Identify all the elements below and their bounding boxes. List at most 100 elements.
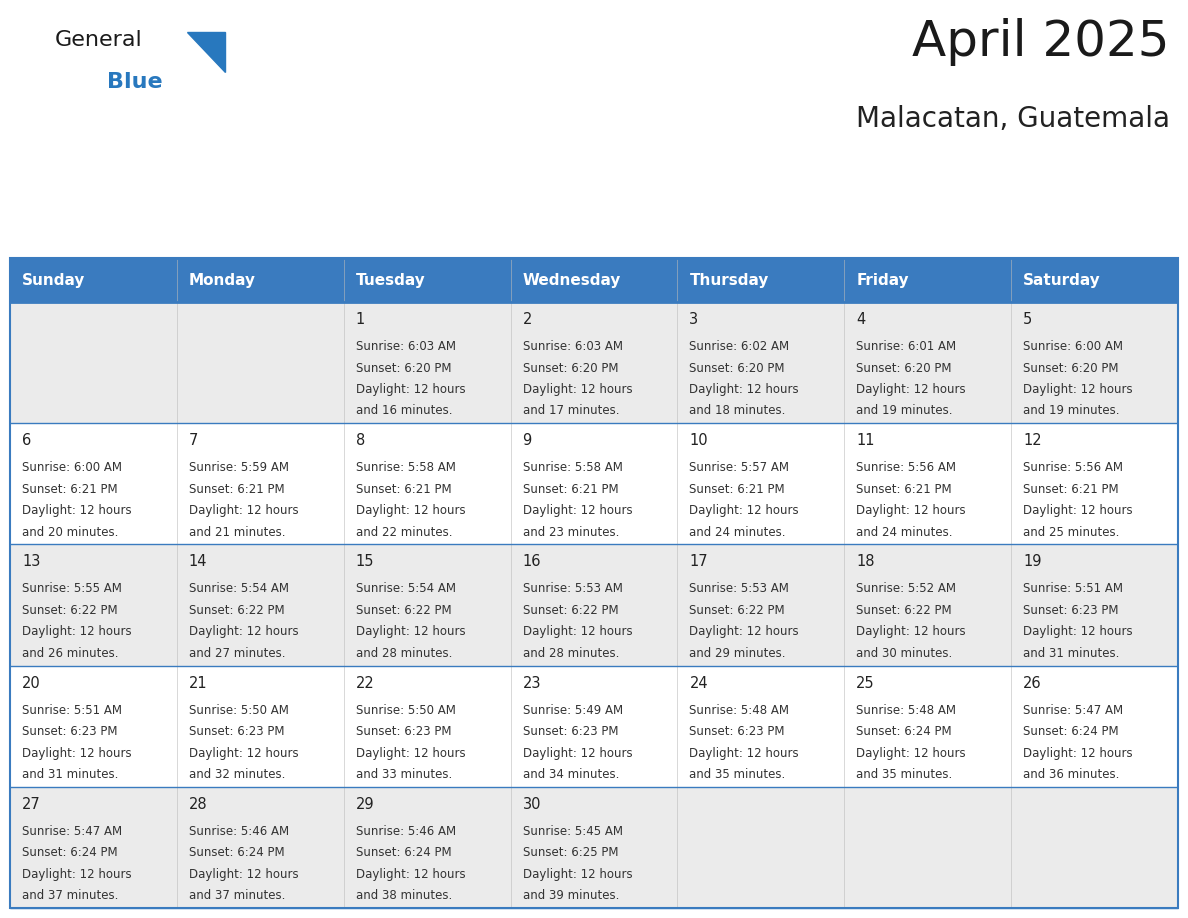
Text: 29: 29 [355, 797, 374, 812]
Text: Daylight: 12 hours: Daylight: 12 hours [1023, 504, 1133, 517]
Text: Sunset: 6:22 PM: Sunset: 6:22 PM [523, 604, 618, 617]
Text: 16: 16 [523, 554, 541, 569]
Text: Daylight: 12 hours: Daylight: 12 hours [355, 383, 466, 396]
Text: 10: 10 [689, 433, 708, 448]
Text: Daylight: 12 hours: Daylight: 12 hours [189, 746, 298, 759]
Text: Sunset: 6:20 PM: Sunset: 6:20 PM [689, 362, 785, 375]
Text: Sunrise: 5:46 AM: Sunrise: 5:46 AM [355, 824, 456, 838]
Text: Sunset: 6:21 PM: Sunset: 6:21 PM [189, 483, 284, 496]
Text: Sunrise: 5:45 AM: Sunrise: 5:45 AM [523, 824, 623, 838]
Text: Daylight: 12 hours: Daylight: 12 hours [689, 383, 800, 396]
Bar [10, 544, 1178, 666]
Text: Sunrise: 5:48 AM: Sunrise: 5:48 AM [857, 703, 956, 717]
Text: and 35 minutes.: and 35 minutes. [689, 768, 785, 781]
Text: 6: 6 [23, 433, 31, 448]
Text: Daylight: 12 hours: Daylight: 12 hours [1023, 746, 1133, 759]
Text: and 17 minutes.: and 17 minutes. [523, 405, 619, 418]
Text: 18: 18 [857, 554, 874, 569]
Text: Sunset: 6:23 PM: Sunset: 6:23 PM [1023, 604, 1119, 617]
Text: Saturday: Saturday [1023, 273, 1101, 287]
Text: Daylight: 12 hours: Daylight: 12 hours [523, 868, 632, 880]
Text: Sunset: 6:24 PM: Sunset: 6:24 PM [23, 846, 118, 859]
Text: Daylight: 12 hours: Daylight: 12 hours [23, 625, 132, 638]
Text: Sunrise: 5:55 AM: Sunrise: 5:55 AM [23, 582, 122, 596]
Text: 15: 15 [355, 554, 374, 569]
Text: Sunrise: 5:47 AM: Sunrise: 5:47 AM [23, 824, 122, 838]
Text: Sunrise: 6:03 AM: Sunrise: 6:03 AM [355, 340, 456, 353]
Text: Sunset: 6:22 PM: Sunset: 6:22 PM [189, 604, 284, 617]
Text: Friday: Friday [857, 273, 909, 287]
Text: Daylight: 12 hours: Daylight: 12 hours [1023, 625, 1133, 638]
Text: Daylight: 12 hours: Daylight: 12 hours [189, 625, 298, 638]
Text: 14: 14 [189, 554, 208, 569]
Text: Sunrise: 5:50 AM: Sunrise: 5:50 AM [355, 703, 455, 717]
Text: and 30 minutes.: and 30 minutes. [857, 647, 953, 660]
Text: Sunrise: 5:54 AM: Sunrise: 5:54 AM [355, 582, 456, 596]
Text: and 21 minutes.: and 21 minutes. [189, 526, 285, 539]
Text: and 27 minutes.: and 27 minutes. [189, 647, 285, 660]
Text: Sunset: 6:22 PM: Sunset: 6:22 PM [689, 604, 785, 617]
Text: and 37 minutes.: and 37 minutes. [189, 890, 285, 902]
Text: and 16 minutes.: and 16 minutes. [355, 405, 453, 418]
Text: Sunset: 6:21 PM: Sunset: 6:21 PM [689, 483, 785, 496]
Text: Daylight: 12 hours: Daylight: 12 hours [355, 625, 466, 638]
Text: Sunrise: 5:53 AM: Sunrise: 5:53 AM [689, 582, 789, 596]
Text: Sunset: 6:22 PM: Sunset: 6:22 PM [857, 604, 952, 617]
Text: General: General [55, 30, 143, 50]
Bar [10, 666, 1178, 787]
Text: and 29 minutes.: and 29 minutes. [689, 647, 786, 660]
Text: Thursday: Thursday [689, 273, 769, 287]
Text: Daylight: 12 hours: Daylight: 12 hours [1023, 383, 1133, 396]
Text: 26: 26 [1023, 676, 1042, 690]
Text: Sunrise: 5:56 AM: Sunrise: 5:56 AM [1023, 461, 1123, 475]
Text: Daylight: 12 hours: Daylight: 12 hours [689, 746, 800, 759]
Text: Sunrise: 5:48 AM: Sunrise: 5:48 AM [689, 703, 790, 717]
Text: and 31 minutes.: and 31 minutes. [1023, 647, 1119, 660]
Text: 1: 1 [355, 312, 365, 327]
Text: and 22 minutes.: and 22 minutes. [355, 526, 453, 539]
Bar [10, 258, 1178, 302]
Text: 3: 3 [689, 312, 699, 327]
Text: Sunset: 6:23 PM: Sunset: 6:23 PM [355, 725, 451, 738]
Text: 12: 12 [1023, 433, 1042, 448]
Text: Daylight: 12 hours: Daylight: 12 hours [857, 383, 966, 396]
Text: and 19 minutes.: and 19 minutes. [1023, 405, 1119, 418]
Text: and 31 minutes.: and 31 minutes. [23, 768, 119, 781]
Text: and 33 minutes.: and 33 minutes. [355, 768, 451, 781]
Text: Sunset: 6:20 PM: Sunset: 6:20 PM [857, 362, 952, 375]
Text: 9: 9 [523, 433, 532, 448]
Text: and 19 minutes.: and 19 minutes. [857, 405, 953, 418]
Text: Sunset: 6:23 PM: Sunset: 6:23 PM [23, 725, 118, 738]
Text: Sunrise: 5:57 AM: Sunrise: 5:57 AM [689, 461, 790, 475]
Text: Sunset: 6:24 PM: Sunset: 6:24 PM [355, 846, 451, 859]
Text: 28: 28 [189, 797, 208, 812]
Bar [10, 423, 1178, 544]
Text: Sunrise: 5:53 AM: Sunrise: 5:53 AM [523, 582, 623, 596]
Text: Wednesday: Wednesday [523, 273, 621, 287]
Bar [10, 302, 1178, 423]
Text: Tuesday: Tuesday [355, 273, 425, 287]
Text: Sunset: 6:24 PM: Sunset: 6:24 PM [189, 846, 284, 859]
Text: Sunrise: 5:58 AM: Sunrise: 5:58 AM [355, 461, 455, 475]
Text: and 18 minutes.: and 18 minutes. [689, 405, 785, 418]
Text: 7: 7 [189, 433, 198, 448]
Text: April 2025: April 2025 [912, 18, 1170, 66]
Text: Malacatan, Guatemala: Malacatan, Guatemala [857, 105, 1170, 133]
Text: 20: 20 [23, 676, 40, 690]
Bar [10, 787, 1178, 908]
Text: 22: 22 [355, 676, 374, 690]
Text: 13: 13 [23, 554, 40, 569]
Text: Sunset: 6:22 PM: Sunset: 6:22 PM [355, 604, 451, 617]
Text: 4: 4 [857, 312, 866, 327]
Text: and 38 minutes.: and 38 minutes. [355, 890, 451, 902]
Text: Daylight: 12 hours: Daylight: 12 hours [23, 504, 132, 517]
Text: Sunset: 6:22 PM: Sunset: 6:22 PM [23, 604, 118, 617]
Text: Sunrise: 6:02 AM: Sunrise: 6:02 AM [689, 340, 790, 353]
Text: Sunrise: 5:47 AM: Sunrise: 5:47 AM [1023, 703, 1124, 717]
Text: Sunrise: 5:52 AM: Sunrise: 5:52 AM [857, 582, 956, 596]
Text: Daylight: 12 hours: Daylight: 12 hours [189, 868, 298, 880]
Text: 8: 8 [355, 433, 365, 448]
Text: Sunset: 6:23 PM: Sunset: 6:23 PM [689, 725, 785, 738]
Text: Sunset: 6:21 PM: Sunset: 6:21 PM [523, 483, 618, 496]
Text: Daylight: 12 hours: Daylight: 12 hours [857, 504, 966, 517]
